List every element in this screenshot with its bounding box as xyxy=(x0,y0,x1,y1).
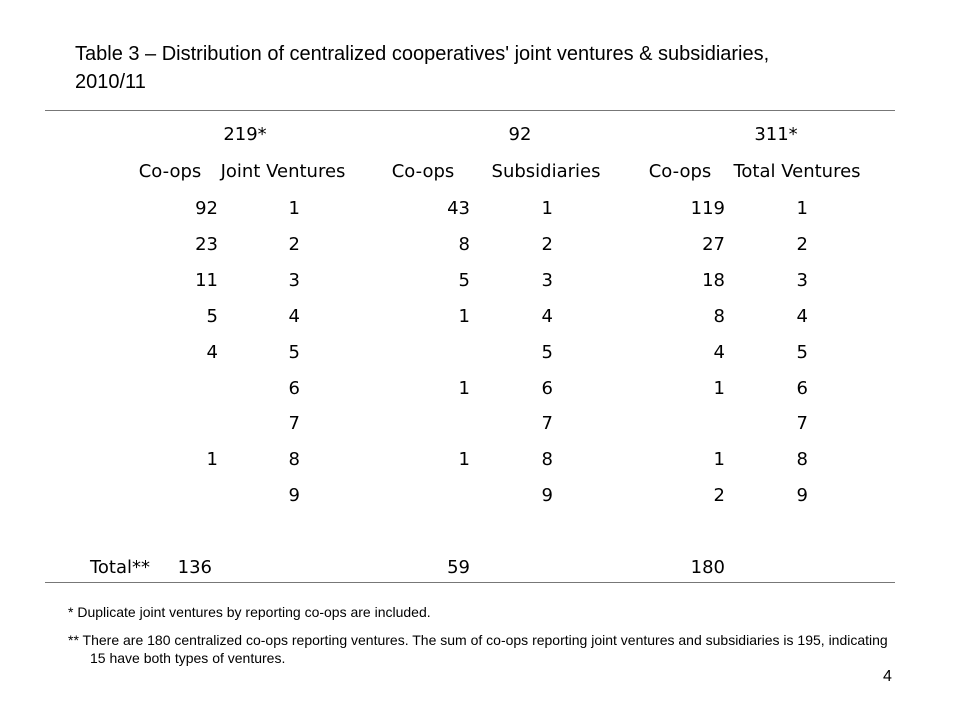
table-cell: 1 xyxy=(458,377,470,399)
table-cell: 2 xyxy=(541,233,553,255)
table-bottom-rule xyxy=(45,582,895,583)
column-header: Co-ops xyxy=(391,161,455,182)
column-header: Joint Ventures xyxy=(220,161,346,182)
table-cell: 119 xyxy=(690,198,725,219)
column-header: Co-ops xyxy=(138,161,202,182)
table-cell xyxy=(390,409,470,439)
table-cell: 1 xyxy=(713,377,725,399)
table-cell: 8 xyxy=(713,305,725,327)
table-cell: 4 xyxy=(713,341,725,363)
table-cell: 27 xyxy=(702,233,725,255)
table-cell: 1 xyxy=(713,449,725,471)
table-cell: 5 xyxy=(796,341,808,363)
table-cell xyxy=(138,481,218,511)
table-cell: 3 xyxy=(541,269,553,291)
table-cell: 6 xyxy=(796,377,808,399)
table-cell: 92 xyxy=(195,198,218,219)
group-header: 219* xyxy=(223,124,267,145)
table-cell: 7 xyxy=(796,413,808,435)
table-cell: 5 xyxy=(288,341,300,363)
table-cell: 11 xyxy=(195,269,218,291)
table-cell: 9 xyxy=(288,485,300,507)
table-cell: 5 xyxy=(458,269,470,291)
table-cell: 5 xyxy=(206,305,218,327)
table-cell: 4 xyxy=(288,305,300,327)
table-cell xyxy=(138,374,218,404)
page-number: 4 xyxy=(883,668,892,685)
table-cell: 6 xyxy=(541,377,553,399)
column-header: Co-ops xyxy=(648,161,712,182)
table-cell: 3 xyxy=(796,269,808,291)
table-cell: 8 xyxy=(541,449,553,471)
table-cell: 6 xyxy=(288,377,300,399)
total-label: Total** xyxy=(89,557,150,578)
table-cell: 8 xyxy=(796,449,808,471)
column-header: Total Ventures xyxy=(733,161,861,182)
group-header: 311* xyxy=(754,124,798,145)
table-cell: 5 xyxy=(541,341,553,363)
footnote-duplicates: * Duplicate joint ventures by reporting … xyxy=(68,604,431,620)
table-cell: 18 xyxy=(702,269,725,291)
table-cell: 1 xyxy=(458,449,470,471)
table-cell: 2 xyxy=(713,485,725,507)
table-cell xyxy=(645,409,725,439)
table-cell: 7 xyxy=(288,413,300,435)
table-cell: 7 xyxy=(541,413,553,435)
total-value: 136 xyxy=(177,557,212,578)
total-value: 59 xyxy=(447,557,470,578)
table-cell: 3 xyxy=(288,269,300,291)
table-cell: 8 xyxy=(458,233,470,255)
table-top-rule xyxy=(45,110,895,111)
table-cell: 8 xyxy=(288,449,300,471)
table-cell: 1 xyxy=(458,305,470,327)
table-title: Table 3 – Distribution of centralized co… xyxy=(75,43,770,93)
table-cell: 43 xyxy=(447,198,470,219)
table-cell: 2 xyxy=(796,233,808,255)
table-cell: 2 xyxy=(288,233,300,255)
table-cell: 1 xyxy=(206,449,218,471)
table-cell: 1 xyxy=(541,198,553,219)
table-cell: 4 xyxy=(796,305,808,327)
column-header: Subsidiaries xyxy=(491,161,601,182)
table-cell: 9 xyxy=(796,485,808,507)
footnote-totals: ** There are 180 centralized co-ops repo… xyxy=(68,632,888,666)
table-cell xyxy=(138,409,218,439)
table-cell: 4 xyxy=(541,305,553,327)
table-cell: 9 xyxy=(541,485,553,507)
table-cell xyxy=(390,481,470,511)
table-cell: 1 xyxy=(288,198,300,219)
table-cell: 23 xyxy=(195,233,218,255)
table-cell xyxy=(390,338,470,368)
table-cell: 1 xyxy=(796,198,808,219)
total-value: 180 xyxy=(690,557,725,578)
group-header: 92 xyxy=(508,124,532,145)
table-cell: 4 xyxy=(206,341,218,363)
